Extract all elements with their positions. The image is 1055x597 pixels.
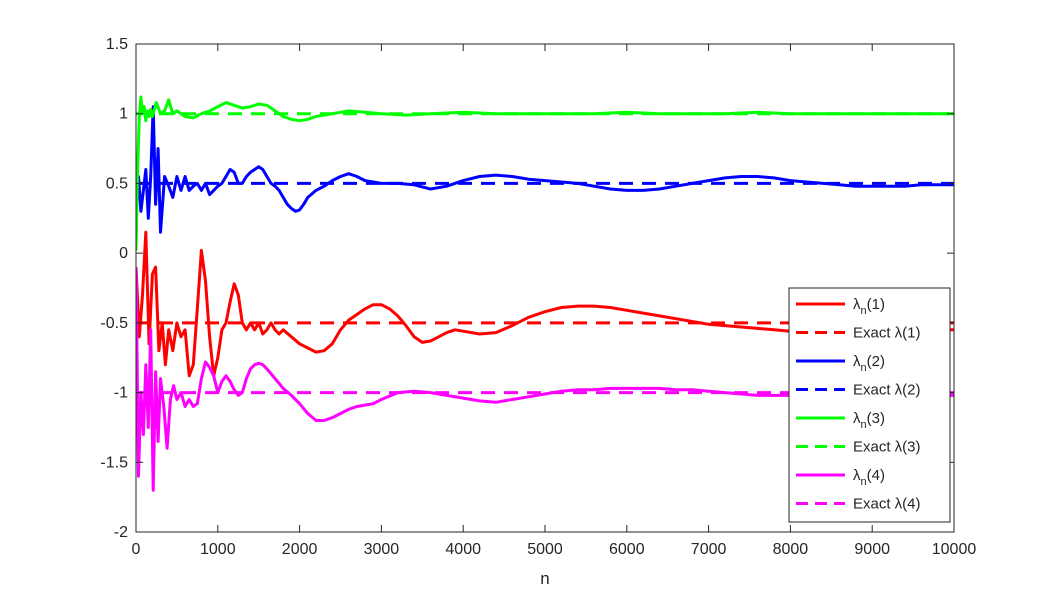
y-tick-label: -2: [114, 524, 128, 541]
legend-label: λn(4): [853, 467, 885, 488]
x-tick-label: 3000: [364, 541, 400, 558]
x-axis-label: n: [540, 569, 549, 588]
y-tick-label: -0.5: [100, 315, 128, 332]
legend-label: Exact λ(2): [853, 382, 921, 399]
x-tick-label: 6000: [609, 541, 645, 558]
y-tick-label: 1: [119, 106, 128, 123]
y-tick-label: -1.5: [100, 454, 128, 471]
x-tick-label: 9000: [854, 541, 890, 558]
series-layer: [136, 95, 954, 492]
legend-label: λn(1): [853, 296, 885, 317]
x-tick-label: 7000: [691, 541, 727, 558]
x-tick-label: 5000: [527, 541, 563, 558]
tick-layer: 0 1000 2000 3000 4000 5000 6000 7000 8000 9000 100…: [100, 36, 976, 558]
y-tick-label: 1.5: [106, 36, 128, 53]
legend-box: [788, 287, 951, 523]
x-tick-label: 10000: [932, 541, 977, 558]
series-line-1: [136, 230, 954, 378]
x-tick-label: 1000: [200, 541, 236, 558]
legend-label: λn(3): [853, 410, 885, 431]
y-tick-label: 0.5: [106, 175, 128, 192]
legend: λn(1) Exact λ(1) λn(2) Exact λ(2) λn(3) Exact…: [788, 287, 951, 523]
x-tick-label: 8000: [773, 541, 809, 558]
x-tick-label: 0: [132, 541, 141, 558]
legend-label: Exact λ(1): [853, 325, 921, 342]
x-tick-label: 4000: [445, 541, 481, 558]
y-tick-label: 0: [119, 245, 128, 262]
legend-label: λn(2): [853, 353, 885, 374]
y-tick-label: -1: [114, 385, 128, 402]
series-line-3: [136, 105, 954, 234]
legend-label: Exact λ(4): [853, 496, 921, 513]
x-tick-label: 2000: [282, 541, 318, 558]
legend-label: Exact λ(3): [853, 439, 921, 456]
